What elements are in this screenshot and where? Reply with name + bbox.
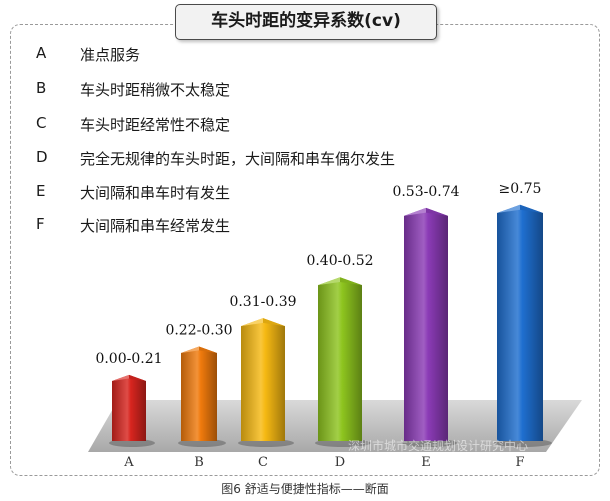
bar-body <box>404 207 448 441</box>
bar-top-facet <box>181 346 199 353</box>
bar-e <box>401 207 457 447</box>
legend-text: 大间隔和串车时有发生 <box>80 184 231 202</box>
bar-body <box>181 346 217 441</box>
bar-top-facet <box>340 277 362 286</box>
bar-body <box>497 204 543 441</box>
bar-top-facet <box>426 207 448 216</box>
legend-key: E <box>36 182 46 200</box>
bar-body <box>241 318 285 441</box>
bar-f <box>494 204 552 447</box>
data-label: ≥0.75 <box>499 181 542 197</box>
data-label: 0.00-0.21 <box>95 351 162 367</box>
bar-top-facet <box>318 277 340 286</box>
category-label: E <box>421 455 431 470</box>
watermark: 深圳市城市交通规划设计研究中心 <box>348 439 529 453</box>
category-label: F <box>515 455 524 470</box>
category-label: C <box>258 455 268 470</box>
data-label: 0.31-0.39 <box>229 294 296 310</box>
category-label: A <box>123 455 134 470</box>
bar-a <box>109 374 155 447</box>
bar-top-facet <box>241 318 263 327</box>
bar-top-facet <box>404 207 426 216</box>
chart-title: 车头时距的变异系数(cv) <box>175 4 437 40</box>
bar-top-facet <box>520 204 543 214</box>
category-label: D <box>335 455 345 470</box>
bar-top-facet <box>497 204 520 214</box>
bar-top-facet <box>129 374 146 381</box>
legend-key: D <box>36 148 48 166</box>
legend-text: 大间隔和串车经常发生 <box>80 217 231 235</box>
bar-top-facet <box>112 374 129 381</box>
legend-text: 完全无规律的车头时距，大间隔和串车偶尔发生 <box>80 150 396 168</box>
bar-top-facet <box>263 318 285 327</box>
bar-b <box>178 346 226 447</box>
bar-body <box>318 277 362 441</box>
legend-key: F <box>36 215 45 233</box>
legend-key: B <box>36 79 47 97</box>
bar-c <box>238 318 294 447</box>
bar-top-facet <box>199 346 217 353</box>
legend-text: 准点服务 <box>80 46 141 64</box>
data-label: 0.40-0.52 <box>306 253 373 269</box>
bar-d <box>315 277 371 447</box>
legend-key: A <box>36 44 47 62</box>
figure-caption: 图6 舒适与便捷性指标——断面 <box>221 482 389 496</box>
bar-body <box>112 374 146 441</box>
data-label: 0.53-0.74 <box>392 184 459 200</box>
data-label: 0.22-0.30 <box>165 323 232 339</box>
legend-text: 车头时距稍微不太稳定 <box>80 81 231 99</box>
category-label: B <box>194 455 204 470</box>
legend-key: C <box>36 114 47 132</box>
legend-text: 车头时距经常性不稳定 <box>80 116 231 134</box>
